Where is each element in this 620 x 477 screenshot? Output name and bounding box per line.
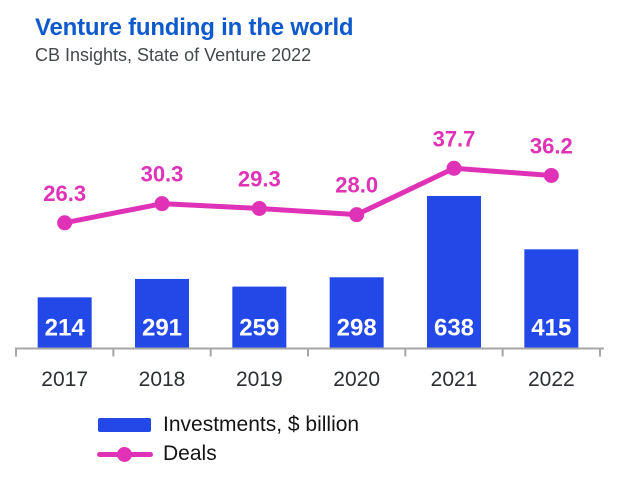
deals-value-label-2017: 26.3 (43, 181, 86, 206)
investments-swatch-key (97, 417, 153, 433)
page-subtitle: CB Insights, State of Venture 2022 (35, 44, 312, 65)
legend-row-investments: Investments, $ billion (97, 413, 359, 437)
bar-2022 (524, 249, 579, 349)
bar-value-label-2022: 415 (531, 315, 571, 342)
chart-legend: Investments, $ billion Deals (97, 413, 359, 466)
deals-point-2022 (543, 167, 559, 183)
bar-value-label-2018: 291 (142, 315, 182, 342)
deals-line-key (97, 446, 153, 462)
deals-point-2017 (57, 215, 73, 231)
bar-value-label-2017: 214 (45, 315, 86, 342)
page-title: Venture funding in the world (35, 14, 354, 41)
bar-swatch-icon (98, 418, 151, 432)
bar-2020 (329, 277, 384, 349)
legend-label-investments: Investments, $ billion (163, 413, 360, 436)
x-axis-label-2018: 2018 (139, 368, 186, 391)
line-dot-icon (117, 447, 132, 462)
deals-value-label-2020: 28.0 (335, 173, 378, 198)
deals-value-label-2018: 30.3 (141, 162, 184, 187)
deals-value-label-2021: 37.7 (433, 126, 476, 151)
chart-header: Venture funding in the world CB Insights… (35, 14, 354, 66)
deals-value-label-2022: 36.2 (530, 133, 573, 158)
x-axis-label-2022: 2022 (528, 368, 575, 391)
x-axis-label-2021: 2021 (431, 368, 478, 391)
deals-point-2019 (251, 200, 267, 216)
deals-point-2021 (446, 160, 462, 176)
bar-2018 (135, 278, 189, 349)
x-axis-label-2017: 2017 (41, 368, 88, 391)
legend-label-deals: Deals (163, 442, 217, 465)
legend-row-deals: Deals (97, 442, 359, 466)
bar-2021 (427, 196, 481, 349)
x-axis-label-2019: 2019 (236, 368, 283, 391)
x-axis-label-2020: 2020 (333, 368, 380, 391)
deals-value-label-2019: 29.3 (238, 166, 281, 191)
deals-point-2020 (349, 207, 365, 223)
bar-value-label-2020: 298 (337, 315, 377, 342)
bar-value-label-2019: 259 (239, 315, 279, 342)
deals-line (62, 165, 554, 226)
deals-point-2018 (154, 196, 170, 212)
bar-2019 (232, 286, 287, 349)
bar-value-label-2021: 638 (434, 315, 474, 342)
bar-2017 (37, 297, 92, 349)
